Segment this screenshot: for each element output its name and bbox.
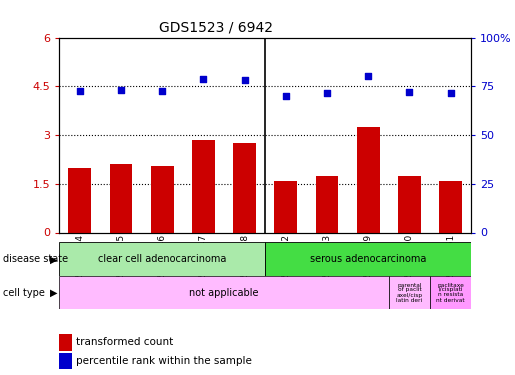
Text: transformed count: transformed count xyxy=(76,337,174,347)
Point xyxy=(323,90,331,96)
Bar xyxy=(398,176,421,232)
Text: serous adenocarcinoma: serous adenocarcinoma xyxy=(310,254,426,264)
Bar xyxy=(59,242,265,276)
Text: not applicable: not applicable xyxy=(190,288,259,297)
Bar xyxy=(265,242,471,276)
Text: parental
of paclit
axel/cisp
latin deri: parental of paclit axel/cisp latin deri xyxy=(397,282,422,303)
Text: disease state: disease state xyxy=(3,255,67,264)
Text: clear cell adenocarcinoma: clear cell adenocarcinoma xyxy=(98,254,227,264)
Text: paclitaxe
l/cisplati
n resista
nt derivat: paclitaxe l/cisplati n resista nt deriva… xyxy=(436,282,465,303)
Bar xyxy=(68,168,91,232)
Bar xyxy=(59,276,389,309)
Bar xyxy=(274,180,297,232)
Bar xyxy=(389,276,430,309)
Point xyxy=(158,88,166,94)
Bar xyxy=(316,176,338,232)
Point xyxy=(405,89,414,95)
Text: ▶: ▶ xyxy=(50,288,58,298)
Text: cell type: cell type xyxy=(3,288,44,298)
Point xyxy=(199,76,208,82)
Point xyxy=(76,88,84,94)
Point xyxy=(282,93,290,99)
Text: ▶: ▶ xyxy=(50,255,58,264)
Point xyxy=(447,90,455,96)
Point xyxy=(117,87,125,93)
Text: percentile rank within the sample: percentile rank within the sample xyxy=(76,356,252,366)
Bar xyxy=(192,140,215,232)
Bar xyxy=(439,180,462,232)
Bar xyxy=(233,143,256,232)
Bar xyxy=(430,276,471,309)
Bar xyxy=(151,166,174,232)
Point xyxy=(241,77,249,83)
Point xyxy=(364,73,372,79)
Bar xyxy=(357,127,380,232)
Title: GDS1523 / 6942: GDS1523 / 6942 xyxy=(159,21,273,35)
Bar xyxy=(110,164,132,232)
